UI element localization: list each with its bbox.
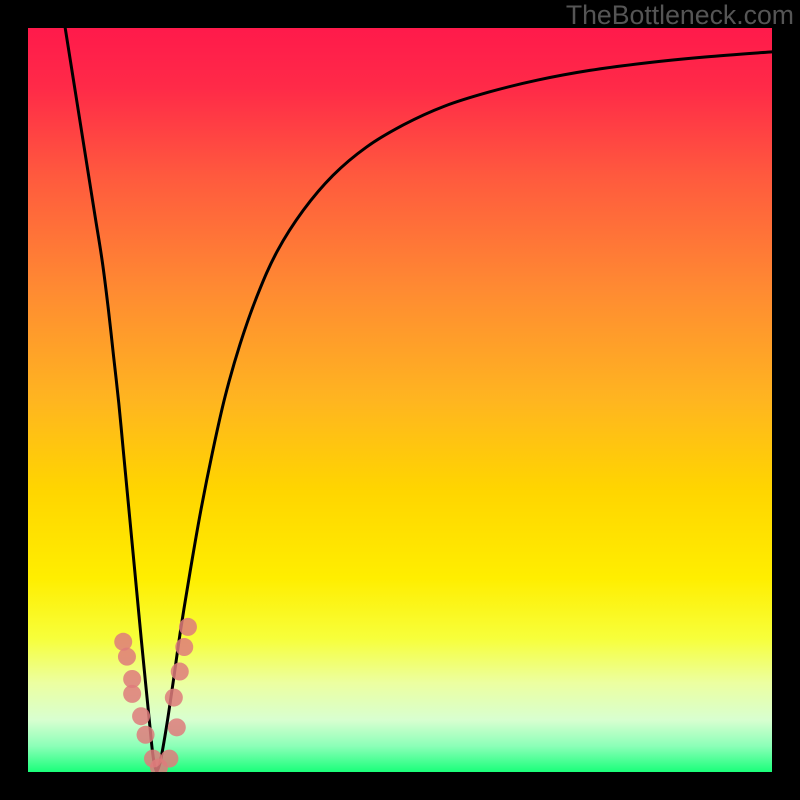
data-marker bbox=[179, 618, 197, 636]
data-marker bbox=[160, 750, 178, 768]
data-marker bbox=[132, 707, 150, 725]
data-marker bbox=[165, 689, 183, 707]
data-marker bbox=[175, 638, 193, 656]
plot-area bbox=[28, 28, 772, 772]
data-marker bbox=[123, 685, 141, 703]
chart-svg bbox=[28, 28, 772, 772]
data-marker bbox=[137, 726, 155, 744]
data-marker bbox=[171, 663, 189, 681]
watermark-label: TheBottleneck.com bbox=[566, 0, 794, 31]
gradient-background bbox=[28, 28, 772, 772]
chart-frame: TheBottleneck.com bbox=[0, 0, 800, 800]
data-marker bbox=[118, 648, 136, 666]
data-marker bbox=[168, 718, 186, 736]
